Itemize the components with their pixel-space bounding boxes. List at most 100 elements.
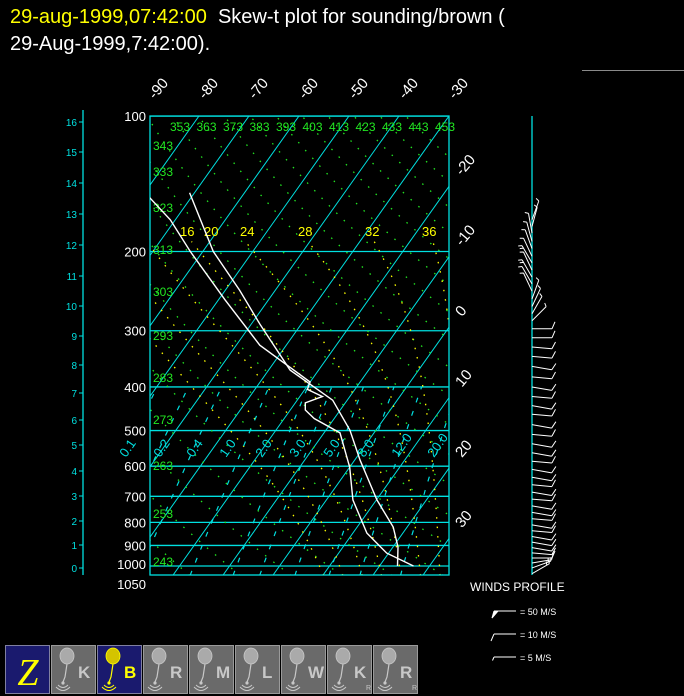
moist-adiabat-8 — [150, 337, 325, 575]
pressure-label-400: 400 — [124, 380, 146, 395]
isotherm-label: -80 — [195, 75, 222, 103]
mixing-ratio-label: 3.0 — [286, 436, 309, 459]
height-label-3: 3 — [71, 492, 77, 503]
isotherm--50 — [150, 116, 350, 398]
dry-adiabat-293 — [150, 366, 393, 575]
divider-line — [582, 70, 684, 71]
toolbar-button-z[interactable]: Z — [5, 645, 50, 694]
isotherm--60 — [150, 116, 300, 327]
pressure-label-1000: 1000 — [117, 557, 146, 572]
toolbar-button-r-r[interactable]: R R — [373, 645, 418, 694]
toolbar-button-k[interactable]: K — [51, 645, 96, 694]
pressure-label-1050: 1050 — [117, 577, 146, 592]
wind-barb — [519, 272, 533, 292]
wind-barb — [523, 221, 533, 242]
moist-adiabat-label: 20 — [204, 224, 218, 239]
isotherm--10 — [222, 255, 449, 575]
height-label-11: 11 — [67, 272, 78, 283]
wind-barb — [531, 421, 557, 429]
isotherm-label: 20 — [452, 437, 476, 461]
wind-barb — [531, 341, 556, 350]
toolbar-button-l[interactable]: L — [235, 645, 280, 694]
wind-barb — [531, 285, 541, 307]
button-subscript: R — [412, 685, 417, 692]
wind-barb — [531, 302, 547, 322]
dry-adiabat-273 — [150, 451, 292, 575]
sounding-curve-2 — [150, 196, 414, 567]
dry-adiabat-413 — [301, 116, 449, 260]
isotherm--20 — [172, 185, 449, 575]
wind-barb — [531, 547, 556, 556]
wind-barb — [531, 474, 557, 482]
wind-barb — [518, 266, 533, 285]
mixing-ratio-label: 5.0 — [320, 436, 343, 459]
wind-barb — [521, 229, 533, 249]
balloon-icon: R — [147, 647, 182, 691]
dry-adiabat-453 — [405, 116, 449, 158]
dry-adiabat-label: 433 — [382, 120, 402, 134]
dry-adiabat-label: 413 — [329, 120, 349, 134]
isotherm--100 — [0, 116, 99, 575]
moist-adiabat-label: 28 — [298, 224, 312, 239]
button-letter: K — [354, 663, 367, 682]
toolbar-button-w[interactable]: W — [281, 645, 326, 694]
legend-barb-50 — [491, 610, 516, 619]
wind-barb — [531, 513, 556, 521]
dry-adiabat-label: 373 — [223, 120, 243, 134]
toolbar-button-k-r[interactable]: K R — [327, 645, 372, 694]
wind-barb — [531, 351, 556, 359]
wind-barb — [531, 363, 557, 371]
balloon-icon: B — [101, 647, 136, 691]
dry-adiabat-label: 243 — [153, 555, 173, 569]
title-text: Skew-t plot for sounding/brown ( — [206, 6, 505, 28]
pressure-label-300: 300 — [124, 324, 146, 339]
sounding-curve-1 — [188, 192, 399, 567]
plot-frame — [149, 115, 450, 576]
dry-adiabat-283 — [150, 408, 343, 575]
wind-barb — [531, 409, 556, 417]
height-label-6: 6 — [71, 416, 77, 427]
toolbar-button-r[interactable]: R — [143, 645, 188, 694]
dry-adiabat-263 — [150, 494, 241, 575]
dry-adiabat-label: 273 — [153, 413, 173, 427]
pressure-label-700: 700 — [124, 489, 146, 504]
wind-barb — [519, 251, 533, 271]
wind-barb — [531, 321, 556, 330]
dry-adiabat-label: 303 — [153, 285, 173, 299]
wind-barb — [531, 466, 557, 474]
sounding-curves — [150, 192, 414, 567]
title-date: 29-aug-1999,07:42:00 — [10, 6, 207, 28]
isotherm-label: -50 — [345, 75, 372, 103]
title-line2: 29-Aug-1999,7:42:00). — [10, 33, 211, 55]
isotherm-20 — [372, 467, 449, 575]
chart-grid — [0, 116, 449, 575]
winds-legend: WINDS PROFILE = 50 M/S = 10 M/S = 5 M/S — [470, 580, 565, 663]
moist-adiabat-label: 24 — [240, 224, 254, 239]
wind-barb — [531, 456, 556, 464]
button-subscript: R — [366, 685, 371, 692]
height-label-4: 4 — [71, 467, 77, 478]
legend-10: = 10 M/S — [520, 630, 556, 640]
balloon-icon: W — [285, 647, 325, 691]
dry-adiabat-label: 353 — [170, 120, 190, 134]
mixing-ratio-label: 2.0 — [252, 436, 275, 459]
dry-adiabat-353 — [150, 119, 449, 426]
wind-barb — [518, 245, 533, 264]
isotherm-label: -20 — [452, 151, 479, 179]
isotherm-label: 0 — [452, 303, 470, 320]
isotherm-10 — [322, 396, 449, 575]
pressure-label-500: 500 — [124, 424, 146, 439]
moist-adiabat-12 — [150, 294, 344, 575]
legend-5: = 5 M/S — [520, 653, 551, 663]
dry-adiabat-label: 263 — [153, 459, 173, 473]
toolbar-button-b[interactable]: B — [97, 645, 142, 694]
toolbar-button-m[interactable]: M — [189, 645, 234, 694]
isotherm-label: -30 — [445, 75, 472, 103]
wind-barb — [524, 212, 533, 234]
dry-adiabat-label: 453 — [435, 120, 455, 134]
legend-50: = 50 M/S — [520, 607, 556, 617]
pressure-label-900: 900 — [124, 538, 146, 553]
wind-barb — [531, 521, 557, 529]
height-label-13: 13 — [66, 210, 78, 221]
